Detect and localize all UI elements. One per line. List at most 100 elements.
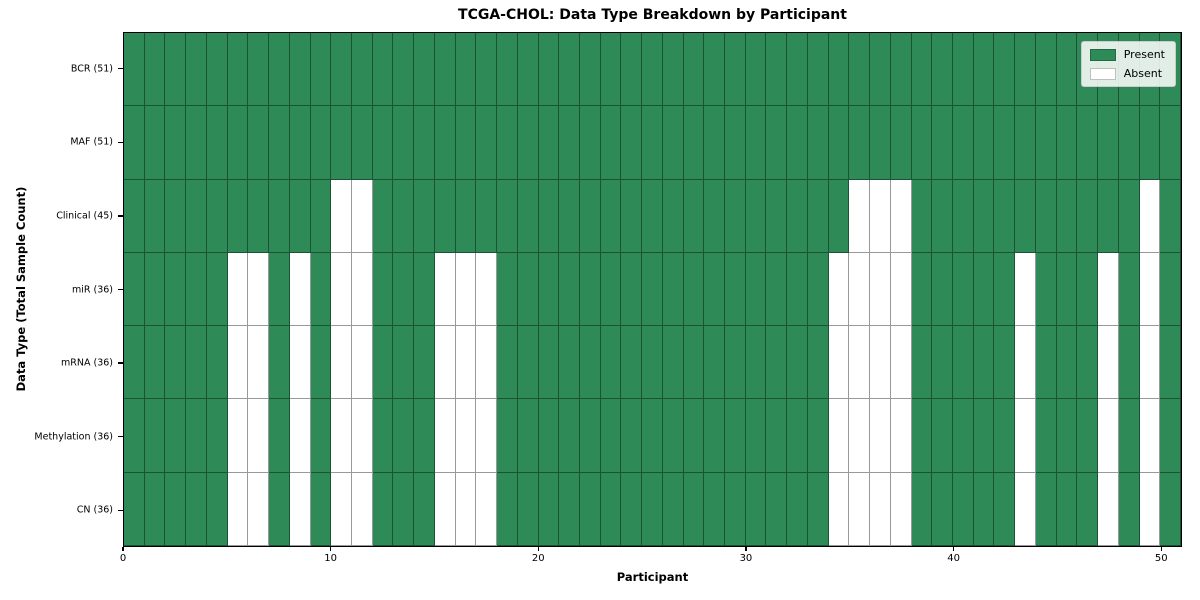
cell-MAF-p11 [351, 106, 373, 180]
cell-mRNA-p19 [517, 326, 539, 400]
cell-BCR-p21 [559, 33, 580, 107]
cell-miR-p27 [683, 252, 705, 327]
cell-Clinical-p32 [787, 179, 808, 253]
cell-Methylation-p15 [434, 399, 456, 473]
xtick-label-20: 20 [531, 553, 545, 564]
cell-miR-p50 [1160, 252, 1181, 327]
cell-miR-p36 [870, 252, 891, 327]
cell-CN-p29 [725, 472, 746, 546]
cell-MAF-p39 [932, 106, 954, 180]
ytick-label-BCR: BCR (51) [70, 63, 113, 75]
cell-Clinical-p12 [372, 179, 394, 253]
cell-mRNA-p13 [393, 326, 415, 400]
cell-miR-p20 [538, 252, 560, 327]
cell-BCR-p27 [683, 33, 705, 107]
cell-miR-p41 [973, 252, 995, 327]
cell-Clinical-p0 [124, 179, 145, 253]
cell-miR-p16 [455, 252, 477, 327]
cell-MAF-p42 [994, 106, 1016, 180]
cell-Methylation-p42 [994, 399, 1016, 473]
cell-mRNA-p9 [310, 326, 332, 400]
cell-mRNA-p32 [787, 326, 808, 400]
cell-Clinical-p39 [932, 179, 954, 253]
cell-BCR-p4 [206, 33, 228, 107]
cell-BCR-p12 [372, 33, 394, 107]
cell-Clinical-p29 [725, 179, 746, 253]
y-axis-label: Data Type (Total Sample Count) [14, 186, 28, 392]
cell-MAF-p37 [890, 106, 912, 180]
cell-Methylation-p1 [144, 399, 166, 473]
cell-CN-p20 [538, 472, 560, 546]
cell-mRNA-p18 [497, 326, 518, 400]
cell-MAF-p14 [414, 106, 435, 180]
cell-CN-p40 [953, 472, 974, 546]
cell-Methylation-p20 [538, 399, 560, 473]
cell-MAF-p4 [206, 106, 228, 180]
chart-title: TCGA-CHOL: Data Type Breakdown by Partic… [458, 7, 847, 23]
cell-BCR-p22 [579, 33, 601, 107]
cell-miR-p46 [1077, 252, 1099, 327]
cell-MAF-p10 [331, 106, 352, 180]
cell-MAF-p33 [807, 106, 829, 180]
cell-BCR-p26 [662, 33, 684, 107]
cell-Methylation-p2 [165, 399, 187, 473]
cell-mRNA-p39 [932, 326, 954, 400]
cell-CN-p22 [579, 472, 601, 546]
cell-mRNA-p12 [372, 326, 394, 400]
cell-CN-p9 [310, 472, 332, 546]
cell-BCR-p16 [455, 33, 477, 107]
cell-MAF-p47 [1098, 106, 1119, 180]
cell-BCR-p7 [269, 33, 290, 107]
cell-Clinical-p9 [310, 179, 332, 253]
cell-mRNA-p1 [144, 326, 166, 400]
cell-mRNA-p25 [642, 326, 663, 400]
cell-miR-p26 [662, 252, 684, 327]
cell-Clinical-p2 [165, 179, 187, 253]
xtick-mark-0 [122, 547, 124, 551]
cell-mRNA-p49 [1139, 326, 1161, 400]
cell-MAF-p50 [1160, 106, 1181, 180]
cell-MAF-p12 [372, 106, 394, 180]
cell-Clinical-p43 [1015, 179, 1036, 253]
cell-miR-p6 [248, 252, 270, 327]
cell-Clinical-p15 [434, 179, 456, 253]
cell-BCR-p28 [704, 33, 726, 107]
cell-CN-p31 [766, 472, 788, 546]
cell-MAF-p3 [186, 106, 207, 180]
cell-miR-p7 [269, 252, 290, 327]
cell-mRNA-p17 [476, 326, 498, 400]
cell-Methylation-p16 [455, 399, 477, 473]
cell-Methylation-p35 [849, 399, 871, 473]
cell-miR-p49 [1139, 252, 1161, 327]
cell-mRNA-p36 [870, 326, 891, 400]
cell-miR-p31 [766, 252, 788, 327]
cell-Methylation-p37 [890, 399, 912, 473]
cell-MAF-p6 [248, 106, 270, 180]
cell-Clinical-p42 [994, 179, 1016, 253]
cell-miR-p17 [476, 252, 498, 327]
cell-CN-p18 [497, 472, 518, 546]
cell-BCR-p43 [1015, 33, 1036, 107]
cell-CN-p7 [269, 472, 290, 546]
ytick-label-Clinical: Clinical (45) [56, 210, 113, 222]
cell-BCR-p24 [621, 33, 643, 107]
cell-BCR-p13 [393, 33, 415, 107]
cell-MAF-p27 [683, 106, 705, 180]
cell-BCR-p3 [186, 33, 207, 107]
cell-MAF-p31 [766, 106, 788, 180]
cell-miR-p23 [600, 252, 622, 327]
cell-BCR-p17 [476, 33, 498, 107]
heatmap-grid [124, 33, 1181, 546]
cell-Clinical-p28 [704, 179, 726, 253]
cell-miR-p13 [393, 252, 415, 327]
cell-CN-p36 [870, 472, 891, 546]
cell-miR-p35 [849, 252, 871, 327]
cell-Methylation-p26 [662, 399, 684, 473]
cell-CN-p39 [932, 472, 954, 546]
cell-MAF-p1 [144, 106, 166, 180]
cell-Methylation-p41 [973, 399, 995, 473]
cell-CN-p35 [849, 472, 871, 546]
cell-BCR-p6 [248, 33, 270, 107]
cell-miR-p9 [310, 252, 332, 327]
cell-mRNA-p40 [953, 326, 974, 400]
